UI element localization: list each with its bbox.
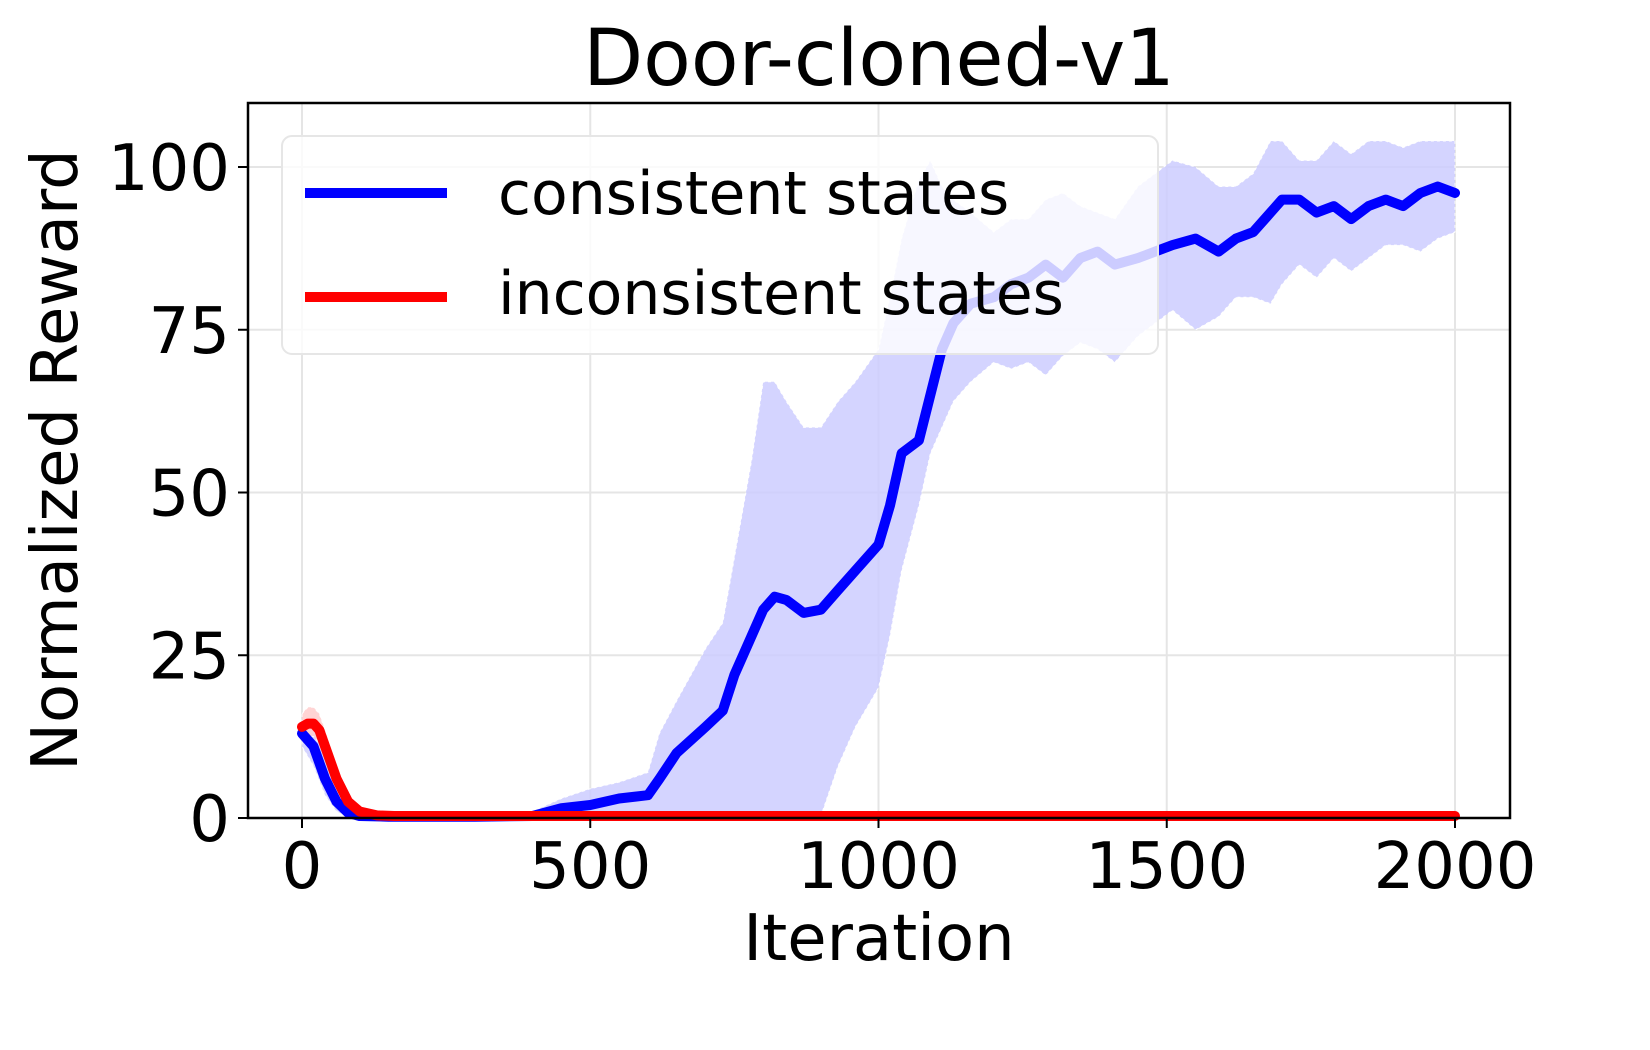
x-axis-ticks: 0 500 1000 1500 2000 [282, 818, 1537, 904]
x-tick-label: 500 [529, 830, 651, 904]
x-tick-label: 0 [282, 830, 323, 904]
legend-frame [281, 135, 1159, 355]
legend-item-inconsistent: inconsistent states [305, 259, 1064, 329]
y-tick-label: 50 [149, 458, 230, 532]
chart-title: Door-cloned-v1 [583, 14, 1175, 104]
x-tick-label: 2000 [1374, 830, 1537, 904]
y-tick-label: 75 [149, 295, 230, 369]
legend-label-consistent: consistent states [498, 159, 1009, 229]
confidence-band-consistent [301, 140, 1456, 818]
y-axis-label: Normalized Reward [19, 149, 93, 771]
x-tick-label: 1500 [1085, 830, 1248, 904]
legend: consistent states inconsistent states [281, 135, 1159, 355]
x-tick-label: 1000 [797, 830, 960, 904]
y-tick-label: 25 [149, 620, 230, 694]
y-axis-ticks: 0 25 50 75 100 [108, 132, 248, 857]
y-tick-label: 0 [189, 783, 230, 857]
legend-label-inconsistent: inconsistent states [498, 259, 1064, 329]
legend-item-consistent: consistent states [305, 159, 1009, 229]
y-tick-label: 100 [108, 132, 230, 206]
x-axis-label: Iteration [743, 902, 1014, 976]
series-lines [297, 181, 1460, 822]
series-line-inconsistent [297, 718, 1460, 821]
series-line-consistent [297, 181, 1460, 822]
